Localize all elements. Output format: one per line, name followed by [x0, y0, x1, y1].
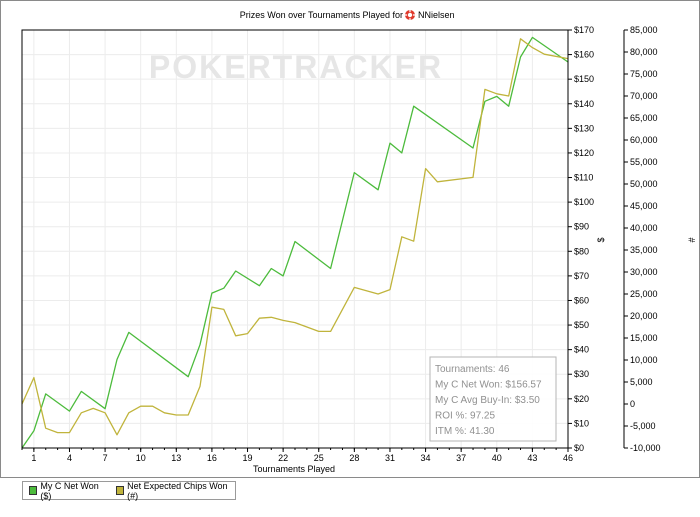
x-tick-label: 28	[349, 453, 359, 463]
y-right-tick-label: 15,000	[630, 333, 658, 343]
y-left-tick-label: $170	[574, 25, 594, 35]
series-line-expected-chips	[21, 38, 569, 436]
chart-title: Prizes Won over Tournaments Played for N…	[240, 10, 455, 20]
y-right-axis-title: #	[687, 237, 697, 242]
x-tick-label: 22	[278, 453, 288, 463]
stats-line: My C Avg Buy-In: $3.50	[435, 395, 540, 406]
x-tick-label: 10	[136, 453, 146, 463]
y-right-tick-label: 50,000	[630, 179, 658, 189]
ticks: $0$10$20$30$40$50$60$70$80$90$100$110$12…	[21, 25, 661, 463]
y-right-tick-label: 10,000	[630, 355, 658, 365]
y-right-tick-label: 55,000	[630, 157, 658, 167]
y-left-tick-label: $70	[574, 271, 589, 281]
legend-item-expected-chips: Net Expected Chips Won (#)	[115, 480, 231, 501]
y-left-tick-label: $110	[574, 173, 593, 183]
stats-line: My C Net Won: $156.57	[435, 380, 542, 391]
legend: My C Net Won ($) Net Expected Chips Won …	[22, 480, 236, 501]
y-left-tick-label: $150	[574, 74, 594, 84]
x-tick-label: 7	[103, 453, 108, 463]
y-left-tick-label: $50	[574, 320, 589, 330]
series-line-net-won	[21, 36, 569, 449]
y-left-tick-label: $80	[574, 246, 589, 256]
y-right-tick-label: 30,000	[630, 267, 658, 277]
y-left-axis-title: $	[596, 237, 606, 242]
y-left-tick-label: $100	[574, 197, 594, 207]
x-tick-label: 25	[314, 453, 324, 463]
y-right-tick-label: 60,000	[630, 135, 658, 145]
stats-box: Tournaments: 46 My C Net Won: $156.57 My C…	[429, 356, 557, 442]
y-right-tick-label: 80,000	[630, 47, 658, 57]
stats-line: Tournaments: 46	[435, 364, 510, 375]
x-tick-label: 40	[492, 453, 502, 463]
stats-line: ROI %: 97.25	[435, 411, 495, 422]
series	[21, 36, 569, 449]
y-right-tick-label: 25,000	[630, 289, 658, 299]
x-tick-label: 13	[171, 453, 181, 463]
y-right-tick-label: 5,000	[630, 377, 653, 387]
y-right-tick-label: 0	[630, 399, 635, 409]
y-right-tick-label: 85,000	[630, 25, 658, 35]
y-right-tick-label: 75,000	[630, 69, 658, 79]
y-right-tick-label: 35,000	[630, 245, 658, 255]
y-right-tick-label: 65,000	[630, 113, 658, 123]
x-tick-label: 34	[421, 453, 431, 463]
x-tick-label: 46	[563, 453, 573, 463]
y-left-tick-label: $10	[574, 418, 589, 428]
x-tick-label: 16	[207, 453, 217, 463]
legend-label-net-won: My C Net Won ($)	[40, 480, 99, 501]
legend-label-expected-chips: Net Expected Chips Won (#)	[127, 480, 228, 501]
y-left-tick-label: $160	[574, 50, 594, 60]
chart-title-text: Prizes Won over Tournaments Played for	[240, 10, 403, 20]
x-tick-label: 43	[527, 453, 537, 463]
x-tick-label: 37	[456, 453, 466, 463]
stats-line: ITM %: 41.30	[435, 426, 495, 437]
y-right-tick-label: 20,000	[630, 311, 658, 321]
y-left-tick-label: $90	[574, 222, 589, 232]
y-right-tick-label: 45,000	[630, 201, 658, 211]
y-right-tick-label: -10,000	[630, 443, 661, 453]
y-right-tick-label: 40,000	[630, 223, 658, 233]
watermark: POKERTRACKER	[149, 49, 443, 85]
y-left-tick-label: $140	[574, 99, 594, 109]
legend-item-net-won: My C Net Won ($)	[29, 481, 106, 501]
y-left-tick-label: $60	[574, 295, 589, 305]
y-left-tick-label: $130	[574, 123, 594, 133]
x-tick-label: 1	[31, 453, 36, 463]
y-left-tick-label: $20	[574, 394, 589, 404]
y-left-tick-label: $0	[574, 443, 584, 453]
x-tick-label: 19	[243, 453, 253, 463]
y-left-tick-label: $40	[574, 345, 589, 355]
legend-swatch-expected-chips	[115, 486, 125, 495]
y-right-tick-label: -5,000	[630, 421, 656, 431]
x-axis-title: Tournaments Played	[253, 464, 335, 474]
legend-swatch-net-won	[29, 486, 38, 495]
y-left-tick-label: $30	[574, 369, 589, 379]
player-name: NNielsen	[418, 10, 455, 20]
y-right-tick-label: 70,000	[630, 91, 658, 101]
x-tick-label: 4	[67, 453, 72, 463]
x-tick-label: 31	[385, 453, 395, 463]
y-left-tick-label: $120	[574, 148, 594, 158]
poker-chip-icon	[405, 10, 415, 20]
